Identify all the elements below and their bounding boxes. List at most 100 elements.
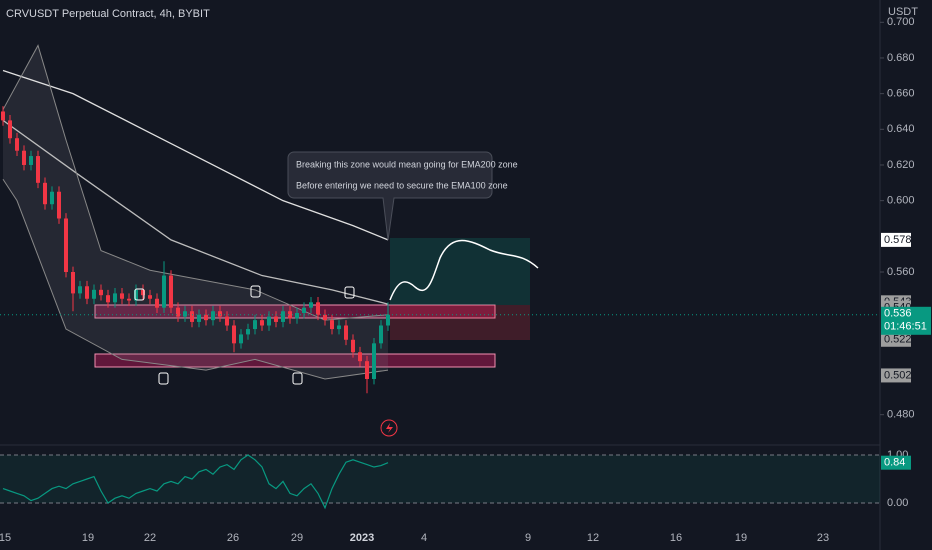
x-tick-label: 19	[82, 532, 94, 544]
candle-body	[36, 156, 40, 183]
indicator-line	[2, 119, 389, 305]
event-icon	[380, 419, 398, 437]
candle-body	[232, 325, 236, 344]
candle-body	[113, 293, 117, 303]
band-fill	[3, 45, 388, 380]
candle-body	[71, 271, 75, 294]
candle-body	[43, 182, 47, 205]
candle-body	[183, 311, 187, 317]
candle-body	[365, 361, 369, 380]
candle-body	[302, 307, 306, 314]
price-marker-label: 0.522	[884, 334, 912, 346]
annotation-line: Before entering we need to secure the EM…	[296, 180, 508, 190]
last-price-label: 0.536	[884, 308, 912, 320]
annotation: Breaking this zone would mean going for …	[287, 151, 518, 241]
candle-body	[316, 302, 320, 315]
indicator-line	[2, 178, 389, 380]
candle-body	[204, 314, 208, 321]
candle-body	[85, 286, 89, 299]
candle-body	[274, 316, 278, 322]
candle-body	[127, 298, 131, 301]
candle-body	[155, 298, 159, 308]
osc-marker-label: 0.84	[884, 457, 905, 469]
candle-body	[211, 311, 215, 321]
candle-body	[239, 334, 243, 344]
candle-body	[134, 289, 138, 301]
candle-body	[50, 191, 54, 205]
candle-body	[386, 314, 390, 326]
candle-body	[281, 311, 285, 322]
thumb-down	[250, 285, 261, 298]
candle-body	[337, 325, 341, 330]
x-tick-label: 4	[421, 532, 427, 544]
countdown: 01:46:51	[884, 321, 927, 333]
event-bolt	[386, 423, 393, 433]
candle-body	[267, 316, 271, 326]
thumb-down	[344, 286, 355, 299]
candle-body	[1, 111, 5, 121]
x-tick-label: 16	[670, 532, 682, 544]
y-tick-label: 0.640	[887, 123, 915, 135]
osc-tick-label: 0.00	[887, 497, 908, 509]
candle-body	[288, 311, 292, 319]
price-marker	[881, 332, 911, 347]
candle-body	[57, 191, 61, 219]
thumb-up	[292, 372, 303, 385]
thumb-icons	[134, 285, 355, 385]
candle-body	[344, 325, 348, 340]
candle-body	[106, 295, 110, 303]
thumb-down	[134, 288, 145, 301]
x-tick-label: 29	[291, 532, 303, 544]
support-zone	[94, 353, 496, 368]
candle-body	[176, 307, 180, 317]
candle-body	[190, 311, 194, 322]
candle-body	[218, 311, 222, 317]
candle-body	[372, 343, 376, 380]
annotation-line: Breaking this zone would mean going for …	[296, 159, 518, 169]
thumb-up	[158, 372, 169, 385]
target-box	[390, 238, 530, 305]
candle-body	[64, 218, 68, 272]
indicator-line	[2, 44, 389, 321]
y-tick-label: 0.660	[887, 88, 915, 100]
candle-body	[120, 293, 124, 299]
candle-body	[309, 302, 313, 308]
candle-body	[141, 289, 145, 296]
chart-title: CRVUSDT Perpetual Contract, 4h, BYBIT	[6, 8, 210, 20]
osc-line	[2, 454, 389, 510]
y-tick-label: 0.600	[887, 195, 915, 207]
candle-body	[225, 316, 229, 326]
price-marker-label: 0.578	[884, 234, 912, 246]
candle-body	[99, 289, 103, 296]
last-price-marker	[881, 306, 931, 335]
x-tick-label: 26	[227, 532, 239, 544]
price-marker	[881, 368, 911, 383]
x-tick-label: 22	[144, 532, 156, 544]
price-marker	[881, 232, 911, 247]
candle-body	[358, 352, 362, 362]
price-marker-label: 0.502	[884, 369, 912, 381]
candle-body	[253, 320, 257, 330]
candle-body	[169, 275, 173, 308]
y-tick-label: 0.680	[887, 52, 915, 64]
candle-body	[197, 314, 201, 322]
y-tick-label: 0.620	[887, 159, 915, 171]
candle-body	[8, 120, 12, 139]
x-tick-label: 15	[0, 532, 11, 544]
candle-body	[29, 156, 33, 165]
y-tick-label: 0.700	[887, 16, 915, 28]
osc-marker	[881, 455, 911, 470]
stop-box	[390, 305, 530, 340]
candle-body	[379, 325, 383, 344]
candle-body	[330, 320, 334, 330]
callout	[287, 151, 493, 241]
candle-body	[351, 339, 355, 353]
x-tick-label: 2023	[350, 532, 374, 544]
candle-body	[78, 286, 82, 294]
candle-body	[15, 138, 19, 151]
candle-body	[246, 329, 250, 335]
currency-label: USDT	[888, 6, 918, 18]
projection-path	[389, 239, 539, 301]
candle-body	[148, 295, 152, 299]
